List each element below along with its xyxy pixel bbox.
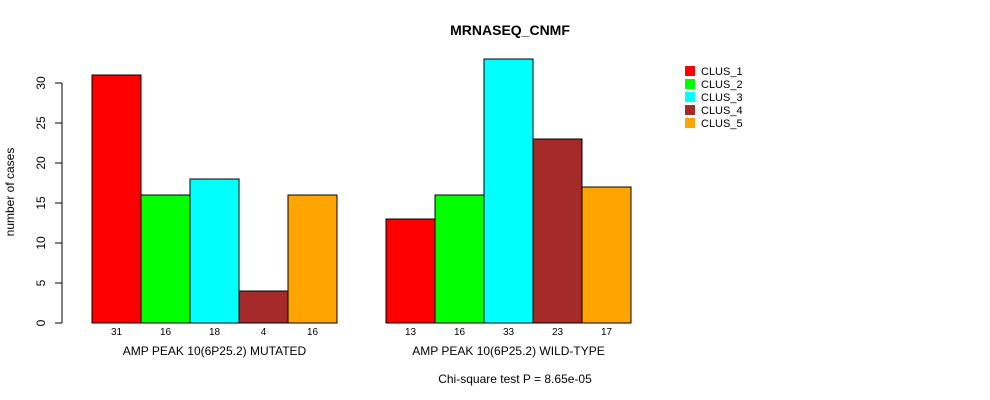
y-tick-label: 10 — [34, 236, 48, 250]
legend-swatch — [685, 79, 695, 89]
bar-count-label: 31 — [111, 327, 123, 338]
group-label: AMP PEAK 10(6P25.2) WILD-TYPE — [412, 344, 605, 358]
legend-label: CLUS_2 — [701, 79, 743, 91]
bar-count-label: 4 — [261, 327, 267, 338]
bar-clus-5 — [287, 194, 338, 324]
bar-count-label: 13 — [405, 327, 417, 338]
y-tick-label: 30 — [34, 76, 48, 90]
legend-swatch — [685, 66, 695, 76]
bar-clus-1 — [385, 218, 436, 324]
bar-count-label: 16 — [160, 327, 172, 338]
y-tick-label: 25 — [34, 116, 48, 130]
bar-count-label: 33 — [503, 327, 515, 338]
y-tick-label: 15 — [34, 196, 48, 210]
y-tick-label: 20 — [34, 156, 48, 170]
legend-swatch — [685, 118, 695, 128]
y-tick-label: 5 — [34, 279, 48, 286]
legend-label: CLUS_4 — [701, 105, 743, 117]
bar-clus-4 — [238, 290, 289, 324]
bar-clus-2 — [140, 194, 191, 324]
group-label: AMP PEAK 10(6P25.2) MUTATED — [123, 344, 307, 358]
bar-clus-1 — [91, 74, 142, 324]
bar-clus-3 — [189, 178, 240, 324]
legend-swatch — [685, 105, 695, 115]
bar-count-label: 16 — [454, 327, 466, 338]
bar-clus-3 — [483, 58, 534, 324]
bar-clus-2 — [434, 194, 485, 324]
legend-swatch — [685, 92, 695, 102]
legend-label: CLUS_3 — [701, 92, 743, 104]
y-axis-label: number of cases — [3, 148, 17, 237]
bar-clus-4 — [532, 138, 583, 324]
legend-label: CLUS_1 — [701, 66, 743, 78]
bar-clus-5 — [581, 186, 632, 324]
legend-label: CLUS_5 — [701, 118, 743, 130]
bar-count-label: 23 — [552, 327, 564, 338]
bar-count-label: 18 — [209, 327, 221, 338]
bar-group: 13 16 33 23 17 AMP PEAK 10(6P25.2) WILD-TYPE — [385, 58, 632, 358]
chi-square-footer: Chi-square test P = 8.65e-05 — [438, 372, 592, 386]
y-tick-label: 0 — [34, 319, 48, 326]
chart-title: MRNASEQ_CNMF — [450, 22, 570, 38]
bar-count-label: 17 — [601, 327, 613, 338]
y-axis: 0 5 10 15 20 25 30 — [34, 76, 63, 326]
bar-count-label: 16 — [307, 327, 319, 338]
